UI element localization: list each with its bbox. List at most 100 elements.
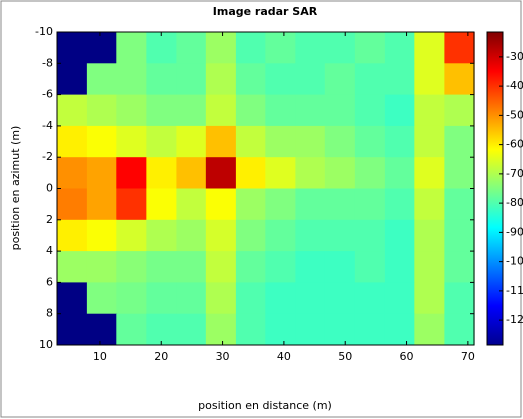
heat-cell — [295, 63, 326, 96]
heat-cell — [86, 157, 118, 189]
heat-cell — [354, 125, 386, 158]
heat-cell — [265, 157, 296, 189]
heat-cell — [384, 188, 416, 221]
heat-cell — [56, 32, 88, 64]
heat-cell — [354, 32, 386, 64]
heat-cell — [205, 125, 237, 158]
heat-cell — [146, 63, 177, 96]
heat-cell — [205, 313, 237, 346]
heat-cell — [116, 125, 147, 158]
heat-cell — [444, 125, 475, 158]
heat-cell — [56, 188, 88, 221]
colorbar-tick-label: -12 — [506, 313, 523, 326]
heat-cell — [146, 219, 177, 252]
colorbar-tick-label: -10 — [506, 255, 523, 268]
heat-cell — [235, 219, 267, 252]
heat-cell — [146, 32, 177, 64]
heat-cell — [56, 125, 88, 158]
heat-cell — [295, 188, 326, 221]
heat-cell — [324, 219, 356, 252]
heat-cell — [116, 63, 147, 96]
heat-cell — [116, 32, 147, 64]
heat-cell — [384, 32, 416, 64]
heat-cell — [295, 251, 326, 283]
y-tick-label: -6 — [42, 88, 53, 101]
chart-title: Image radar SAR — [213, 5, 318, 18]
heat-cell — [295, 32, 326, 64]
x-axis-label: position en distance (m) — [198, 399, 332, 412]
heat-cell — [414, 219, 445, 252]
heatmap — [56, 32, 475, 346]
heat-cell — [56, 313, 88, 346]
heat-cell — [235, 282, 267, 315]
heat-cell — [176, 251, 207, 283]
heat-cell — [56, 63, 88, 96]
heat-cell — [444, 32, 475, 64]
colorbar-tick-label: -70 — [506, 167, 523, 180]
heat-cell — [354, 313, 386, 346]
x-tick-label: 10 — [93, 350, 107, 363]
heat-cell — [324, 251, 356, 283]
heat-cell — [235, 313, 267, 346]
heat-cell — [384, 313, 416, 346]
y-tick-label: 10 — [39, 338, 53, 351]
heat-cell — [414, 157, 445, 189]
heat-cell — [116, 282, 147, 315]
heat-cell — [265, 219, 296, 252]
heat-cell — [146, 313, 177, 346]
heat-cell — [354, 63, 386, 96]
heat-cell — [176, 32, 207, 64]
y-tick-label: 6 — [46, 275, 53, 288]
heat-cell — [414, 63, 445, 96]
heat-cell — [56, 94, 88, 127]
x-tick-label: 50 — [338, 350, 352, 363]
heat-cell — [176, 282, 207, 315]
heat-cell — [205, 282, 237, 315]
colorbar-tick-label: -11 — [506, 284, 523, 297]
heat-cell — [235, 32, 267, 64]
heat-cell — [444, 63, 475, 96]
heat-cell — [176, 63, 207, 96]
heat-cell — [324, 188, 356, 221]
heat-cell — [384, 94, 416, 127]
heat-cell — [56, 251, 88, 283]
heat-cell — [295, 313, 326, 346]
heat-cell — [86, 94, 118, 127]
colorbar-tick-label: -60 — [506, 138, 523, 151]
heat-cell — [265, 313, 296, 346]
heat-cell — [295, 94, 326, 127]
heat-cell — [86, 63, 118, 96]
heat-cell — [235, 125, 267, 158]
heat-cell — [265, 188, 296, 221]
colorbar-tick-label: -50 — [506, 108, 523, 121]
colorbar-tick-label: -90 — [506, 225, 523, 238]
heat-cell — [295, 157, 326, 189]
heat-cell — [205, 63, 237, 96]
heat-cell — [86, 251, 118, 283]
colorbar-tick-label: -30 — [506, 50, 523, 63]
heat-cell — [414, 282, 445, 315]
heat-cell — [444, 219, 475, 252]
y-tick-label: -8 — [42, 56, 53, 69]
heat-cell — [146, 251, 177, 283]
heat-cell — [444, 188, 475, 221]
heat-cell — [205, 157, 237, 189]
heat-cell — [205, 32, 237, 64]
heat-cell — [235, 63, 267, 96]
heat-cell — [235, 188, 267, 221]
heat-cell — [205, 251, 237, 283]
heat-cell — [116, 94, 147, 127]
heat-cell — [414, 313, 445, 346]
x-tick-label: 30 — [216, 350, 230, 363]
heat-cell — [86, 32, 118, 64]
heat-cell — [384, 125, 416, 158]
heat-cell — [56, 219, 88, 252]
heat-cell — [265, 125, 296, 158]
heat-cell — [86, 125, 118, 158]
heat-cell — [235, 157, 267, 189]
heat-cell — [146, 188, 177, 221]
heat-cell — [414, 251, 445, 283]
heat-cell — [384, 63, 416, 96]
heat-cell — [444, 251, 475, 283]
